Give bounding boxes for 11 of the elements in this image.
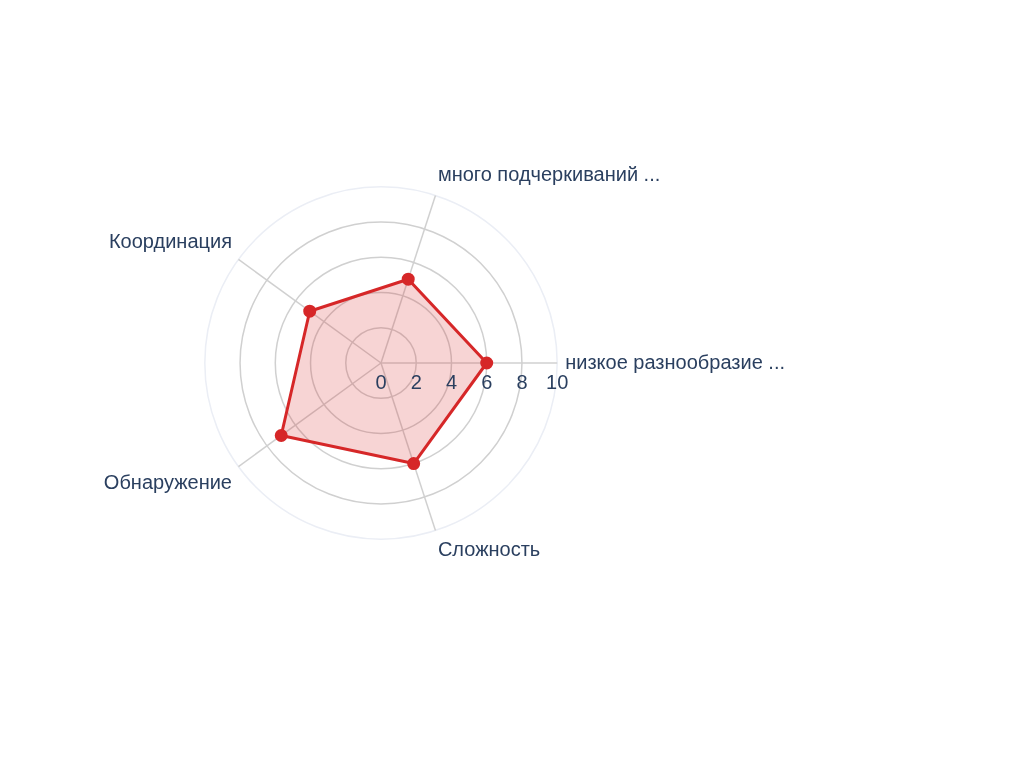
y-tick-label: 10 [546, 370, 569, 393]
y-tick-label: 6 [481, 370, 493, 393]
spoke-label: низкое разнообразие ... [565, 350, 786, 373]
spoke-label: много подчеркиваний ... [437, 163, 661, 186]
y-tick-label: 2 [410, 370, 422, 393]
y-tick-label: 0 [375, 370, 387, 393]
y-tick-label: 8 [516, 370, 528, 393]
spoke-label: Сложность [437, 537, 541, 560]
spoke-label: Координация [108, 230, 232, 253]
y-tick-label: 4 [445, 370, 458, 393]
spoke-label: Обнаружение [103, 470, 232, 493]
